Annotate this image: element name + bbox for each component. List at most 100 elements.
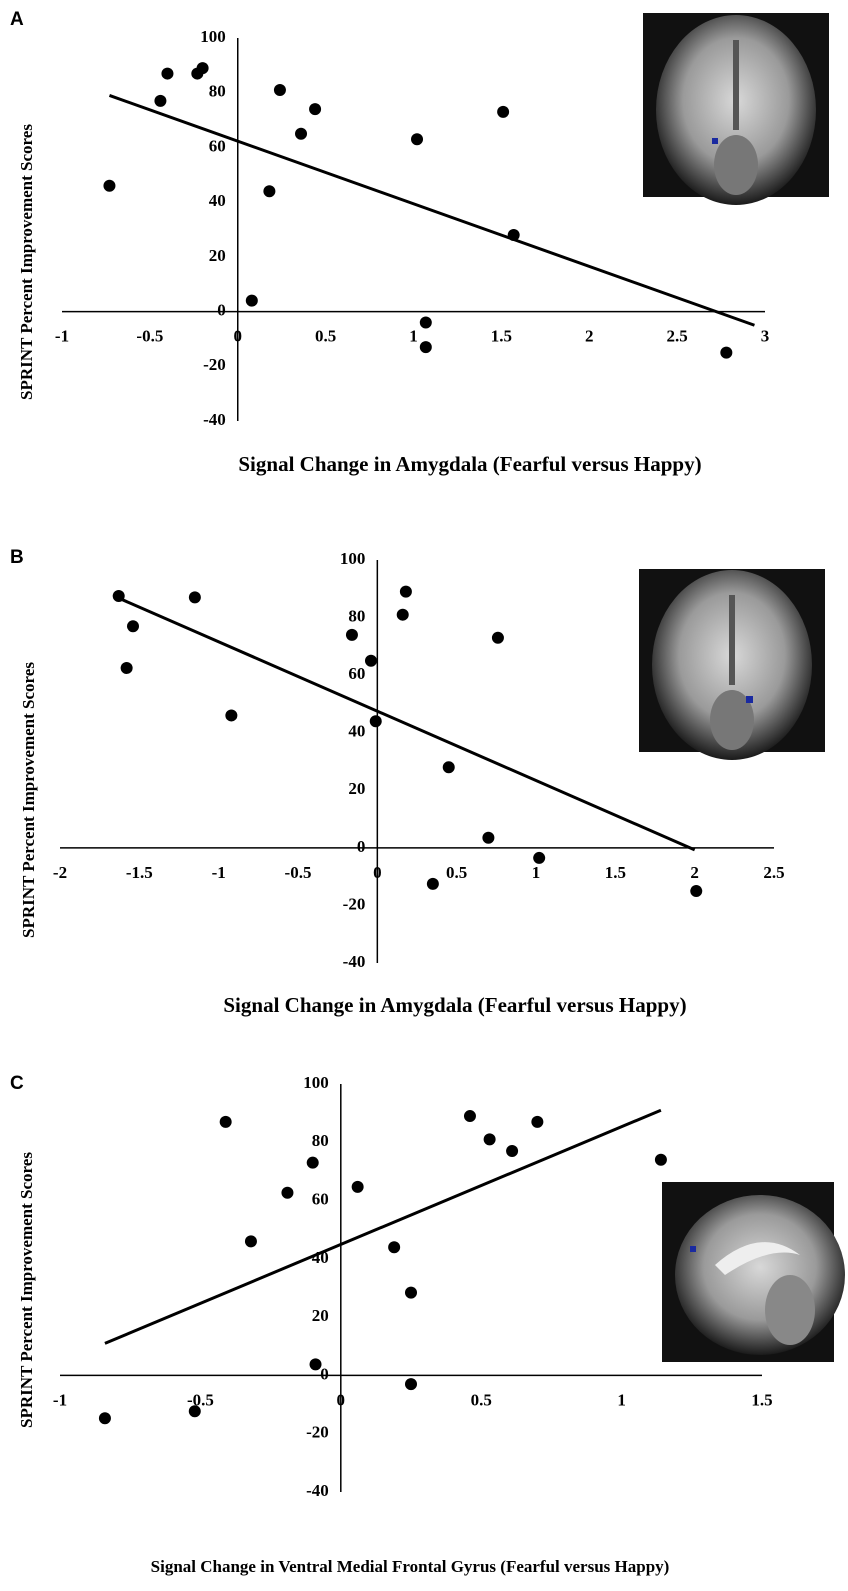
point	[655, 1154, 667, 1166]
point	[420, 317, 432, 329]
x-tick-label: 2.5	[667, 326, 688, 345]
x-tick-label: -2	[53, 863, 67, 882]
point	[720, 347, 732, 359]
point	[309, 103, 321, 115]
y-tick-label: -40	[306, 1481, 329, 1500]
point	[127, 620, 139, 632]
point	[464, 1110, 476, 1122]
brain-image-b	[639, 569, 825, 760]
x-tick-label: -1	[212, 863, 226, 882]
panel-label: C	[10, 1073, 24, 1094]
point	[506, 1145, 518, 1157]
point	[397, 609, 409, 621]
point	[531, 1116, 543, 1128]
y-tick-label: 20	[209, 246, 226, 265]
x-tick-label: 3	[761, 326, 770, 345]
point	[370, 715, 382, 727]
x-tick-label: -1	[55, 326, 69, 345]
point	[405, 1378, 417, 1390]
y-tick-label: 80	[348, 606, 365, 625]
point	[245, 1235, 257, 1247]
point	[220, 1116, 232, 1128]
x-tick-label: 2.5	[763, 863, 784, 882]
point	[497, 106, 509, 118]
y-tick-label: -20	[203, 355, 226, 374]
point	[121, 662, 133, 674]
y-tick-label: -20	[306, 1423, 329, 1442]
y-tick-label: 80	[312, 1131, 329, 1150]
x-tick-label: 1.5	[605, 863, 626, 882]
point	[484, 1133, 496, 1145]
x-tick-label: 0	[373, 863, 382, 882]
x-axis-title: Signal Change in Amygdala (Fearful versu…	[120, 993, 790, 1018]
x-tick-label: 0	[234, 326, 243, 345]
y-axis-title: SPRINT Percent Improvement Scores	[17, 124, 36, 400]
point	[99, 1412, 111, 1424]
y-tick-label: 0	[320, 1364, 329, 1383]
y-tick-label: 100	[340, 549, 366, 568]
point	[352, 1181, 364, 1193]
point	[533, 852, 545, 864]
y-tick-label: 100	[303, 1073, 329, 1092]
point	[295, 128, 307, 140]
x-tick-label: -1	[53, 1390, 67, 1409]
x-tick-label: 0	[337, 1390, 346, 1409]
y-axis-title: SPRINT Percent Improvement Scores	[19, 662, 38, 938]
point	[197, 62, 209, 74]
point	[482, 832, 494, 844]
y-tick-label: 60	[348, 664, 365, 683]
y-tick-label: -20	[343, 894, 366, 913]
point	[411, 133, 423, 145]
panel-label: A	[10, 9, 24, 30]
y-axis-title: SPRINT Percent Improvement Scores	[17, 1152, 36, 1428]
x-tick-label: -1.5	[126, 863, 153, 882]
x-tick-label: 0.5	[315, 326, 336, 345]
chart: -40-20020406080100-1-0.500.511.522.53ASP…	[0, 0, 848, 1591]
point	[263, 185, 275, 197]
y-tick-label: -40	[343, 952, 366, 971]
point	[388, 1241, 400, 1253]
y-tick-label: 100	[200, 27, 226, 46]
x-tick-label: 2	[690, 863, 699, 882]
y-tick-label: 40	[209, 191, 226, 210]
y-tick-label: -40	[203, 410, 226, 429]
point	[225, 709, 237, 721]
point	[690, 885, 702, 897]
y-tick-label: 60	[209, 136, 226, 155]
point	[189, 591, 201, 603]
brain-image-a	[643, 13, 829, 205]
x-tick-label: -0.5	[136, 326, 163, 345]
x-tick-label: 1	[617, 1390, 626, 1409]
point	[189, 1405, 201, 1417]
x-tick-label: 0.5	[446, 863, 467, 882]
y-tick-label: 0	[217, 300, 226, 319]
y-tick-label: 0	[357, 837, 366, 856]
point	[405, 1287, 417, 1299]
point	[274, 84, 286, 96]
x-axis-title: Signal Change in Amygdala (Fearful versu…	[140, 452, 800, 477]
point	[400, 586, 412, 598]
point	[161, 68, 173, 80]
panel-label: B	[10, 547, 24, 568]
point	[307, 1157, 319, 1169]
point	[246, 295, 258, 307]
x-tick-label: -0.5	[187, 1390, 214, 1409]
point	[154, 95, 166, 107]
y-tick-label: 20	[312, 1306, 329, 1325]
x-tick-label: 1	[532, 863, 541, 882]
y-tick-label: 80	[209, 82, 226, 101]
point	[492, 632, 504, 644]
y-tick-label: 20	[348, 779, 365, 798]
x-tick-label: 2	[585, 326, 594, 345]
x-tick-label: -0.5	[285, 863, 312, 882]
point	[443, 761, 455, 773]
y-tick-label: 60	[312, 1189, 329, 1208]
point	[310, 1358, 322, 1370]
figure: -40-20020406080100-1-0.500.511.522.53ASP…	[0, 0, 848, 1591]
point	[420, 341, 432, 353]
point	[427, 878, 439, 890]
y-tick-label: 40	[348, 722, 365, 741]
x-tick-label: 0.5	[471, 1390, 492, 1409]
point	[281, 1187, 293, 1199]
x-tick-label: 1	[409, 326, 418, 345]
